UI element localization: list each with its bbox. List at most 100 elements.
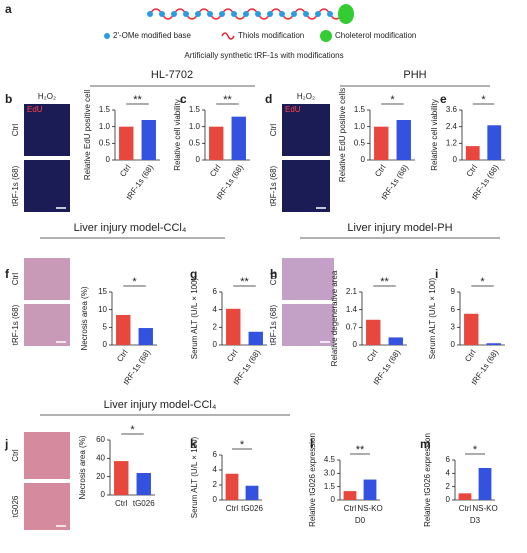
bar [119, 126, 134, 160]
panel-letter: g [190, 267, 197, 281]
legend-dot [320, 30, 332, 42]
y-tick-label: 10 [98, 305, 107, 314]
panel-letter: a [5, 2, 12, 16]
y-axis-label: Serum ALT (U/L × 100) [190, 277, 199, 359]
y-tick-label: 1.2 [446, 138, 458, 147]
significance: * [390, 94, 395, 106]
y-axis-label: Relative EdU positive cell [83, 90, 92, 180]
y-tick-label: 1.4 [346, 305, 358, 314]
significance: ** [356, 444, 365, 456]
y-axis-label: Necrosis area (%) [80, 286, 89, 350]
y-tick-label: 6 [451, 305, 456, 314]
panel-letter: c [180, 92, 187, 106]
y-axis-label: Relative degenerative area [330, 270, 339, 366]
micrograph [282, 160, 330, 212]
y-tick-label: 0 [213, 495, 218, 504]
row-label: tRF-1s (68) [11, 304, 20, 345]
panel-letter: k [190, 437, 197, 451]
bar [225, 473, 239, 500]
y-axis-label: Serum ALT (U/L × 100) [190, 436, 199, 518]
y-axis-label: Relative cell viability [173, 99, 182, 171]
bar [363, 479, 377, 500]
panel-letter: m [420, 437, 431, 451]
y-axis-label: Serum ALT (U/L × 100) [428, 277, 437, 359]
y-tick-label: 0 [451, 340, 456, 349]
bar [114, 461, 129, 495]
significance: ** [240, 276, 249, 288]
x-tick-label: Ctrl [344, 504, 357, 513]
y-tick-label: 4 [213, 305, 218, 314]
micrograph [282, 104, 330, 156]
y-tick-label: 0 [213, 340, 218, 349]
bar [465, 146, 480, 160]
x-axis-label: D3 [470, 516, 481, 525]
micrograph [24, 432, 70, 479]
row-label: tRF-1s (68) [11, 165, 20, 206]
y-tick-label: 1.0 [354, 122, 366, 131]
bar [343, 491, 357, 500]
micrograph [24, 160, 70, 212]
significance: * [132, 276, 137, 288]
y-tick-label: 0 [196, 155, 201, 164]
significance: * [481, 94, 486, 106]
y-tick-label: 4.5 [324, 455, 336, 464]
significance: * [473, 444, 478, 456]
row-label: tRF-1s (68) [269, 165, 278, 206]
significance: * [480, 276, 485, 288]
row-label: Ctrl [11, 273, 20, 286]
bar [141, 120, 156, 160]
y-tick-label: 20 [96, 472, 105, 481]
micrograph [282, 304, 334, 346]
bar [396, 120, 411, 160]
row-label: tRF-1s (68) [269, 304, 278, 345]
micrograph [24, 258, 70, 300]
y-tick-label: 40 [96, 453, 105, 462]
significance: ** [133, 94, 142, 106]
y-tick-label: 6 [213, 450, 218, 459]
bar [245, 485, 259, 500]
y-tick-label: 0.5 [189, 138, 201, 147]
significance: ** [380, 276, 389, 288]
micrograph [24, 304, 70, 346]
x-tick-label: Ctrl [373, 163, 388, 179]
x-tick-label: Ctrl [365, 348, 380, 364]
y-tick-label: 2 [213, 480, 218, 489]
panel-letter: e [440, 92, 447, 106]
y-tick-label: 1.0 [189, 122, 201, 131]
x-axis-label: D0 [355, 516, 366, 525]
y-tick-label: 15 [98, 287, 107, 296]
section-title: HL-7702 [151, 69, 193, 81]
y-axis-label: Necrosis area (%) [78, 435, 87, 499]
significance: * [130, 424, 135, 436]
section-title: Liver injury model-CCl₄ [104, 399, 217, 411]
y-tick-label: 4 [213, 465, 218, 474]
panel-letter: d [265, 92, 272, 106]
caption: Artificially synthetic tRF-1s with modif… [184, 51, 343, 60]
cholesterol [338, 4, 354, 24]
row-label: Ctrl [11, 124, 20, 137]
significance: ** [223, 94, 232, 106]
y-axis-label: Relative tG026 expression [423, 433, 432, 527]
y-tick-label: 0.5 [354, 138, 366, 147]
x-tick-label: tG026 [241, 504, 263, 513]
y-tick-label: 0 [331, 495, 336, 504]
bar [486, 343, 501, 345]
y-tick-label: 6 [446, 455, 451, 464]
bar [231, 116, 246, 160]
section-title: Liver injury model-CCl₄ [74, 222, 187, 234]
y-tick-label: 0 [453, 155, 458, 164]
bar [487, 125, 502, 160]
y-tick-label: 0 [106, 155, 111, 164]
micrograph [24, 483, 70, 530]
y-tick-label: 1.5 [99, 105, 111, 114]
bar [116, 314, 131, 345]
panel-letter: f [5, 267, 10, 281]
y-tick-label: 6 [213, 287, 218, 296]
x-tick-label: tG026 [133, 499, 155, 508]
y-tick-label: 1.5 [324, 482, 336, 491]
panel-letter: i [435, 267, 438, 281]
bar [366, 319, 381, 345]
bar [248, 331, 263, 345]
x-tick-label: Ctrl [225, 348, 240, 364]
